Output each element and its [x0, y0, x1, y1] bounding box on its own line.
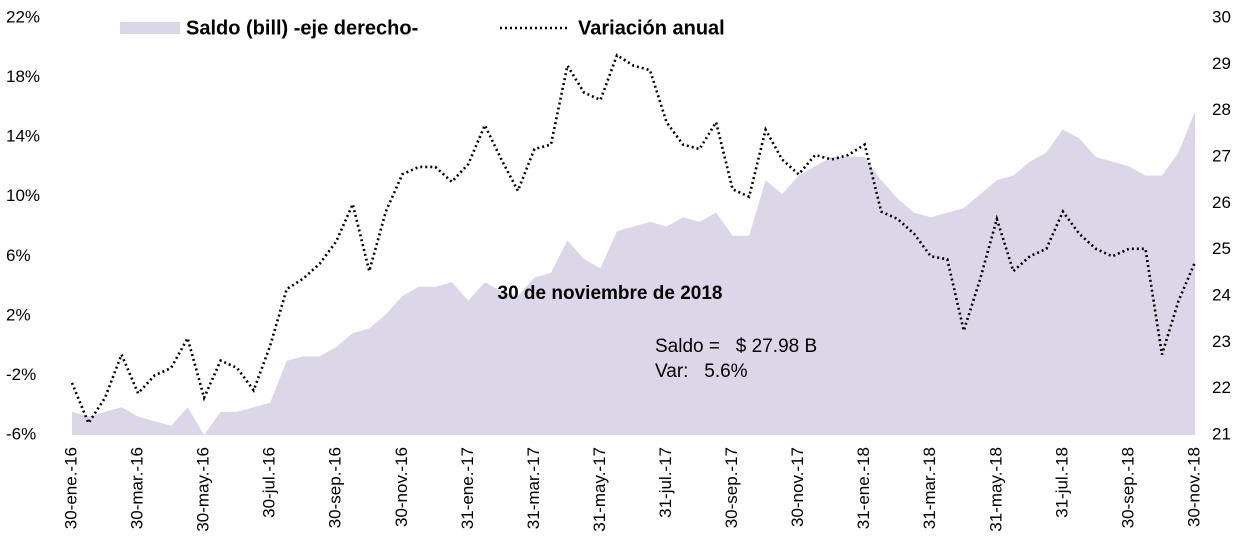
y2-tick-label: 21: [1212, 424, 1231, 443]
x-tick-label: 31-mar.-18: [920, 447, 939, 529]
x-tick-label: 31-jul.-17: [656, 447, 675, 518]
y2-tick-label: 27: [1212, 146, 1231, 165]
y2-tick-label: 29: [1212, 54, 1231, 73]
y-tick-label: -6%: [6, 424, 36, 443]
y-tick-label: 14%: [6, 127, 40, 146]
y-tick-label: 6%: [6, 246, 31, 265]
x-tick-label: 30-jul.-16: [260, 447, 279, 518]
y2-tick-label: 30: [1212, 7, 1231, 26]
annotation-title: 30 de noviembre de 2018: [498, 283, 723, 304]
y2-tick-label: 24: [1212, 285, 1231, 304]
y2-tick-label: 23: [1212, 332, 1231, 351]
x-tick-label: 31-ene.-18: [854, 447, 873, 529]
y-tick-label: 22%: [6, 7, 40, 26]
x-tick-label: 30-sep.-18: [1118, 447, 1137, 528]
y-tick-label: 10%: [6, 186, 40, 205]
y-tick-label: -2%: [6, 365, 36, 384]
x-tick-label: 30-nov.-17: [788, 447, 807, 527]
y2-tick-label: 25: [1212, 239, 1231, 258]
x-tick-label: 31-jul.-18: [1052, 447, 1071, 518]
area: [72, 111, 1195, 436]
x-tick-label: 31-mar.-17: [524, 447, 543, 529]
legend-swatch: [120, 22, 180, 34]
x-tick-label: 30-nov.-18: [1184, 447, 1203, 527]
annotation-saldo: Saldo = $ 27.98 B: [655, 336, 817, 357]
line: [70, 53, 1197, 426]
x-tick-label: 31-ene.-17: [458, 447, 477, 529]
x-tick-label: 31-may.-17: [590, 447, 609, 532]
x-tick-label: 30-ene.-16: [61, 447, 80, 529]
x-tick-label: 30-mar.-16: [128, 447, 147, 529]
legend-label: Variación anual: [578, 17, 725, 39]
annotation-var: Var: 5.6%: [655, 361, 748, 382]
x-tick-label: 31-may.-18: [986, 447, 1005, 532]
x-tick-label: 30-may.-16: [194, 447, 213, 532]
y2-tick-label: 22: [1212, 378, 1231, 397]
x-tick-label: 30-nov.-16: [392, 447, 411, 527]
y2-tick-label: 28: [1212, 100, 1231, 119]
y-tick-label: 2%: [6, 305, 31, 324]
x-tick-label: 30-sep.-16: [326, 447, 345, 528]
legend-label: Saldo (bill) -eje derecho-: [186, 17, 418, 39]
y-tick-label: 18%: [6, 67, 40, 86]
y2-tick-label: 26: [1212, 193, 1231, 212]
x-tick-label: 30-sep.-17: [722, 447, 741, 528]
